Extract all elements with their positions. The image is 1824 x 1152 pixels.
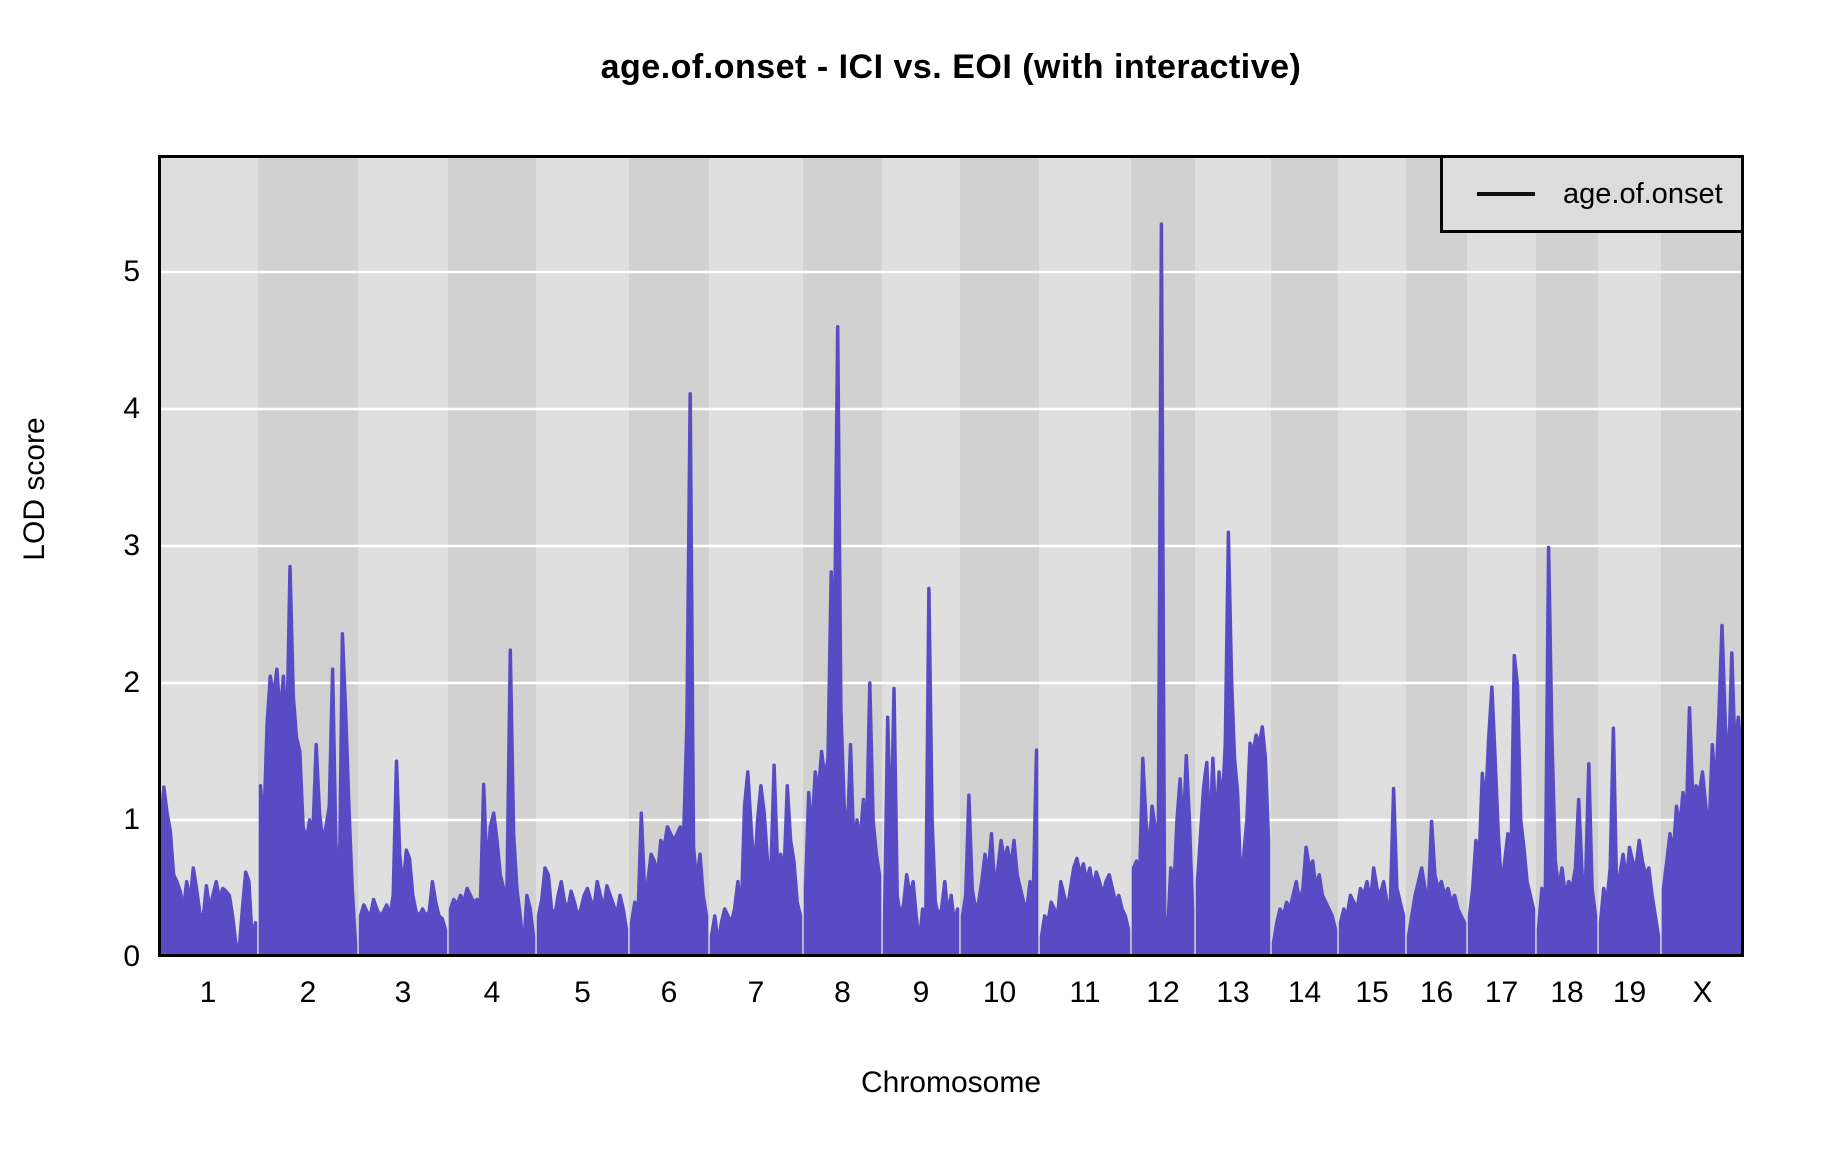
lod-curve-chr5: [536, 866, 629, 957]
chromosome-label-5: 5: [574, 976, 591, 1009]
y-tick-label-1: 1: [123, 803, 140, 836]
band-chr14: [1271, 155, 1338, 957]
band-chr3: [358, 155, 448, 957]
lod-curve-chr9: [882, 586, 960, 957]
lod-curve-chr13: [1195, 530, 1271, 957]
lod-curve-chr1: [158, 785, 258, 957]
chromosome-label-16: 16: [1419, 976, 1454, 1009]
legend-series-label: age.of.onset: [1563, 177, 1723, 210]
band-chr19: [1598, 155, 1661, 957]
lod-curve-chr7: [709, 763, 803, 957]
lod-curves: [158, 222, 1744, 957]
band-chr11: [1039, 155, 1131, 957]
y-tick-label-5: 5: [123, 255, 140, 288]
lod-curve-chr6: [629, 392, 709, 957]
chromosome-label-13: 13: [1216, 976, 1250, 1009]
band-chr10: [960, 155, 1039, 957]
y-tick-label-4: 4: [123, 392, 140, 425]
chart-title: age.of.onset - ICI vs. EOI (with interac…: [600, 48, 1302, 86]
lod-curve-chr16: [1406, 819, 1467, 957]
lod-curve-chr12: [1131, 222, 1195, 957]
y-tick-label-2: 2: [123, 666, 140, 699]
lod-curve-chr18: [1536, 545, 1598, 957]
chromosome-label-X: X: [1692, 976, 1713, 1009]
lod-curve-chr2: [258, 564, 358, 957]
y-tick-label-3: 3: [123, 529, 140, 562]
band-chr17: [1467, 155, 1536, 957]
legend-line-sample-icon: [1477, 192, 1535, 196]
lod-curve-chr4: [448, 648, 536, 957]
x-axis-label: Chromosome: [860, 1066, 1042, 1099]
lod-curve-chr8: [803, 325, 882, 957]
band-chr1: [158, 155, 258, 957]
gridlines: [158, 270, 1744, 822]
lod-curve-chr3: [358, 759, 448, 957]
chromosome-label-19: 19: [1612, 976, 1647, 1009]
lod-curve-chr15: [1338, 786, 1406, 957]
lod-plot-svg: [158, 155, 1744, 957]
chromosome-label-4: 4: [483, 976, 501, 1009]
lod-curve-chr19: [1598, 726, 1661, 957]
chromosome-label-9: 9: [912, 976, 930, 1009]
lod-curve-chr11: [1039, 856, 1131, 957]
band-chr16: [1406, 155, 1467, 957]
plot-border: [158, 155, 1744, 957]
lod-curve-chr17: [1467, 653, 1536, 957]
chromosome-label-6: 6: [660, 976, 678, 1009]
y-axis-label: LOD score: [18, 417, 51, 561]
chromosome-label-8: 8: [834, 976, 851, 1009]
chromosome-label-2: 2: [299, 976, 317, 1009]
chromosome-label-12: 12: [1146, 976, 1180, 1009]
chromosome-label-15: 15: [1355, 976, 1389, 1009]
chromosome-label-7: 7: [747, 976, 765, 1009]
band-chr5: [536, 155, 629, 957]
chromosome-label-10: 10: [982, 976, 1017, 1009]
chromosome-label-18: 18: [1550, 976, 1584, 1009]
chromosome-label-11: 11: [1069, 976, 1101, 1009]
lod-curve-chr10: [960, 748, 1039, 957]
lod-curve-chrX: [1661, 623, 1744, 957]
chromosome-label-1: 1: [199, 976, 217, 1009]
chromosome-label-17: 17: [1484, 976, 1519, 1009]
y-tick-label-0: 0: [123, 940, 140, 973]
chromosome-label-14: 14: [1287, 976, 1322, 1009]
chromosome-label-3: 3: [394, 976, 412, 1009]
legend: age.of.onset: [1440, 155, 1744, 233]
lod-curve-chr14: [1271, 845, 1338, 957]
